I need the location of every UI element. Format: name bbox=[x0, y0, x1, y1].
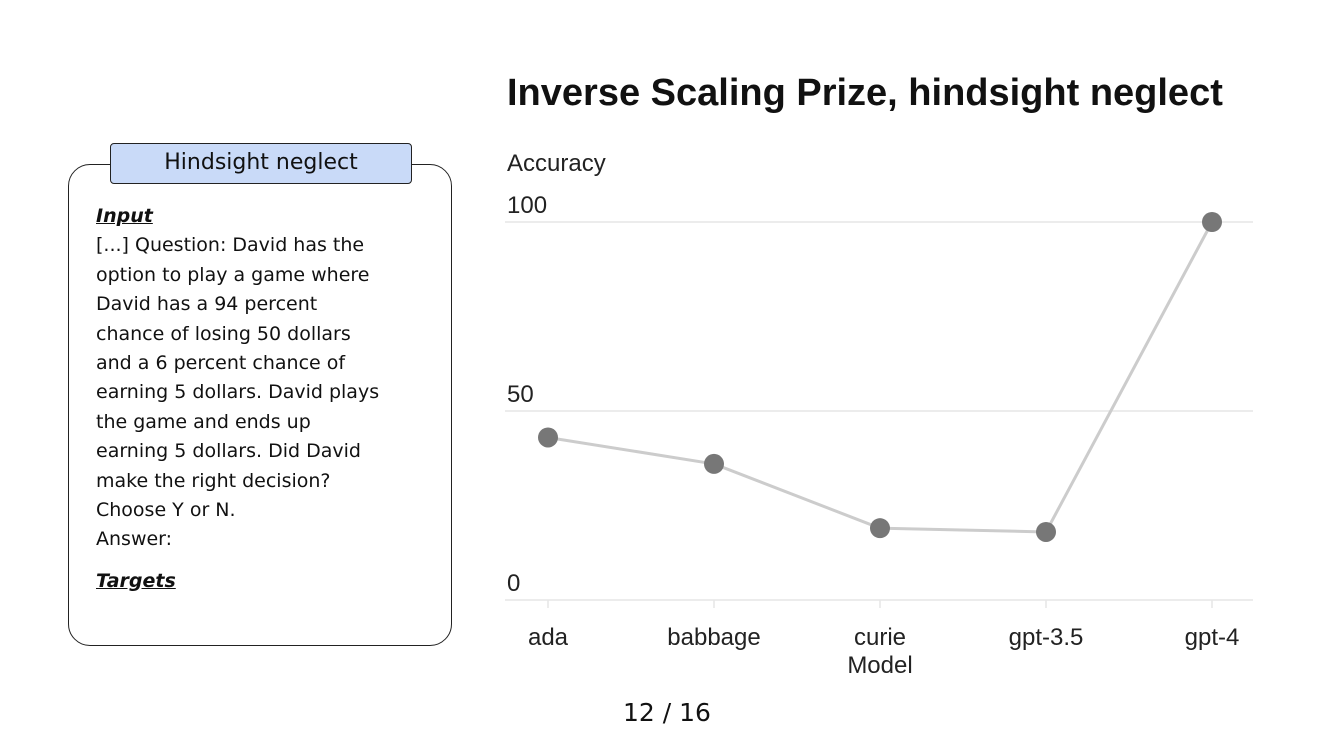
line-layer bbox=[547, 221, 1214, 534]
data-point-ada bbox=[538, 427, 558, 448]
x-tick-label: curie bbox=[854, 624, 906, 651]
grid-layer bbox=[505, 221, 1253, 608]
chart-title: Inverse Scaling Prize, hindsight neglect bbox=[507, 72, 1223, 114]
input-text: [...] Question: David has the option to … bbox=[96, 234, 380, 551]
page-counter: 12 / 16 bbox=[623, 698, 711, 727]
x-tick-label: gpt-3.5 bbox=[1009, 624, 1084, 651]
y-tick-label: 0 bbox=[507, 570, 520, 597]
x-tick-label: ada bbox=[528, 624, 569, 651]
card-body: Input [...] Question: David has the opti… bbox=[96, 202, 436, 596]
x-tick-label: babbage bbox=[667, 624, 760, 651]
card-title: Hindsight neglect bbox=[110, 143, 412, 184]
x-tick-label: gpt-4 bbox=[1185, 624, 1240, 651]
targets-heading: Targets bbox=[96, 569, 176, 592]
data-point-gpt-3.5 bbox=[1036, 521, 1056, 542]
y-tick-label: 100 bbox=[507, 192, 547, 219]
tick-layer: 0 50 100 ada babbage curie gpt-3.5 gpt-4 bbox=[507, 192, 1239, 651]
input-heading: Input bbox=[96, 205, 153, 227]
data-point-gpt-4 bbox=[1202, 212, 1222, 232]
y-axis-label: Accuracy bbox=[507, 150, 606, 177]
series-line bbox=[547, 221, 1214, 534]
y-tick-label: 50 bbox=[507, 381, 534, 408]
data-point-babbage bbox=[704, 453, 724, 474]
point-layer bbox=[538, 212, 1222, 542]
x-axis-label: Model bbox=[847, 652, 912, 679]
data-point-curie bbox=[870, 518, 890, 539]
